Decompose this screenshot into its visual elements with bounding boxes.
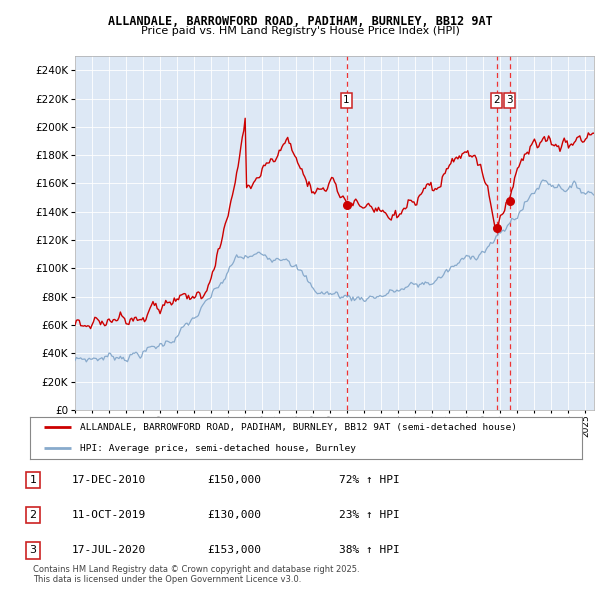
Text: £153,000: £153,000 [207,546,261,555]
Text: ALLANDALE, BARROWFORD ROAD, PADIHAM, BURNLEY, BB12 9AT: ALLANDALE, BARROWFORD ROAD, PADIHAM, BUR… [107,15,493,28]
Text: 2: 2 [493,96,500,105]
Text: Price paid vs. HM Land Registry's House Price Index (HPI): Price paid vs. HM Land Registry's House … [140,26,460,36]
Text: 17-DEC-2010: 17-DEC-2010 [72,475,146,484]
Text: 38% ↑ HPI: 38% ↑ HPI [339,546,400,555]
Text: 1: 1 [29,475,37,484]
Text: 2: 2 [29,510,37,520]
Text: 17-JUL-2020: 17-JUL-2020 [72,546,146,555]
Text: 72% ↑ HPI: 72% ↑ HPI [339,475,400,484]
Text: 11-OCT-2019: 11-OCT-2019 [72,510,146,520]
Text: £130,000: £130,000 [207,510,261,520]
Text: 23% ↑ HPI: 23% ↑ HPI [339,510,400,520]
Text: HPI: Average price, semi-detached house, Burnley: HPI: Average price, semi-detached house,… [80,444,356,453]
Text: 1: 1 [343,96,350,105]
Text: ALLANDALE, BARROWFORD ROAD, PADIHAM, BURNLEY, BB12 9AT (semi-detached house): ALLANDALE, BARROWFORD ROAD, PADIHAM, BUR… [80,422,517,432]
Text: 3: 3 [506,96,513,105]
Text: 3: 3 [29,546,37,555]
Text: Contains HM Land Registry data © Crown copyright and database right 2025.
This d: Contains HM Land Registry data © Crown c… [33,565,359,584]
Text: £150,000: £150,000 [207,475,261,484]
